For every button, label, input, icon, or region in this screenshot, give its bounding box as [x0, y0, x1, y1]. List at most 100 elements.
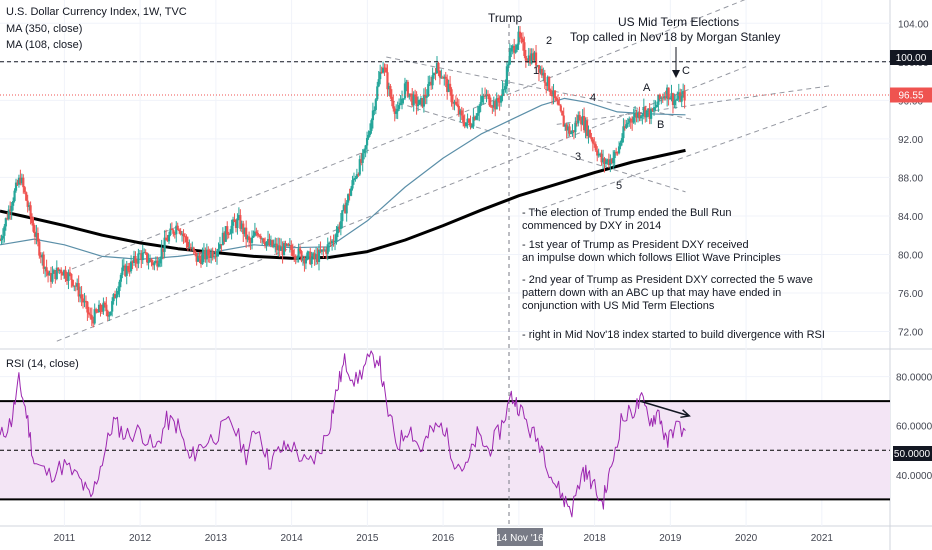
candle-down — [258, 235, 261, 237]
ma108-line — [0, 97, 686, 260]
candle-down — [87, 312, 90, 315]
candle-down — [467, 118, 471, 123]
candle-up — [180, 233, 184, 235]
note-3-line-1: - 2nd year of Trump as President DXY cor… — [522, 274, 813, 286]
candle-down — [214, 256, 217, 258]
candle-up — [363, 149, 366, 154]
wave-2-label: 2 — [546, 35, 552, 47]
candle-up — [111, 301, 114, 312]
candle-down — [9, 209, 12, 212]
candle-down — [242, 223, 245, 235]
candle-down — [534, 52, 538, 66]
candle-down — [424, 94, 427, 98]
channel-upper-line — [71, 0, 746, 270]
candle-up — [188, 246, 191, 248]
candle-down — [303, 257, 306, 264]
axes: 72.0076.0080.0084.0088.0092.0096.00100.0… — [54, 19, 932, 544]
candle-down — [383, 67, 386, 69]
candle-down — [591, 139, 594, 144]
ma350-path — [0, 148, 686, 260]
rsi-tick-label: 80.0000 — [896, 373, 932, 384]
candle-down — [227, 234, 230, 236]
candle-up — [320, 249, 324, 252]
candle-up — [215, 251, 219, 257]
candle-up — [613, 151, 616, 159]
candle-down — [92, 319, 95, 324]
candle-down — [575, 122, 578, 124]
candle-up — [331, 240, 334, 244]
candle-down — [360, 159, 363, 163]
candle-down — [603, 158, 606, 164]
candle-down — [446, 78, 449, 92]
candle-down — [60, 269, 63, 274]
candle-down — [562, 115, 565, 127]
candle-down — [134, 256, 137, 263]
candle-down — [513, 45, 516, 53]
candle-down — [593, 143, 596, 145]
candle-down — [26, 200, 29, 207]
candle-down — [204, 250, 207, 260]
candle-up — [301, 257, 305, 261]
candle-down — [415, 96, 418, 107]
candle-up — [612, 158, 615, 164]
candle-up — [379, 71, 382, 80]
candle-down — [80, 294, 83, 299]
candle-down — [164, 237, 168, 241]
candle-down — [124, 265, 127, 276]
candle-up — [52, 270, 55, 274]
candle-up — [599, 153, 602, 155]
candle-down — [441, 77, 444, 79]
time-cursor-tag-text: 14 Nov '16 — [496, 533, 544, 544]
candle-up — [237, 215, 240, 219]
candle-up — [41, 254, 44, 258]
candle-up — [14, 182, 18, 191]
candle-down — [448, 83, 452, 90]
candle-up — [97, 304, 101, 313]
price-tick-label: 88.00 — [898, 173, 923, 184]
candle-down — [488, 94, 491, 106]
candle-up — [680, 94, 683, 102]
candle-up — [371, 110, 374, 121]
candle-up — [317, 249, 321, 263]
candle-up — [109, 311, 112, 316]
candle-up — [108, 315, 111, 317]
candle-down — [454, 101, 458, 105]
candle-up — [650, 108, 653, 119]
time-tick-label: 2021 — [811, 533, 834, 544]
candle-down — [623, 126, 626, 129]
candle-down — [264, 242, 267, 246]
candle-up — [335, 233, 338, 241]
candle-down — [344, 205, 347, 214]
candle-down — [548, 76, 551, 91]
candle-down — [524, 55, 527, 61]
time-tick-label: 2013 — [205, 533, 228, 544]
price-tick-label: 92.00 — [898, 135, 923, 146]
candle-up — [517, 31, 520, 45]
candle-up — [67, 272, 70, 281]
candle-up — [478, 105, 481, 114]
candle-down — [457, 106, 460, 115]
candle-down — [679, 92, 682, 102]
candle-up — [652, 107, 656, 111]
candle-up — [636, 112, 640, 118]
candle-down — [103, 302, 106, 305]
rsi-50-tag — [893, 446, 932, 461]
candle-up — [639, 116, 643, 119]
candle-up — [647, 108, 650, 111]
candle-up — [197, 255, 200, 262]
candle-up — [633, 112, 637, 118]
candle-down — [68, 272, 72, 274]
last-price-tag-text: 96.55 — [898, 91, 923, 102]
candle-down — [631, 121, 634, 123]
candle-up — [55, 267, 58, 280]
candle-up — [425, 96, 428, 98]
candle-up — [328, 242, 331, 245]
candle-up — [626, 122, 629, 125]
candle-down — [172, 230, 175, 234]
candle-up — [482, 95, 485, 97]
candle-down — [86, 301, 89, 313]
candle-up — [1, 235, 5, 239]
rsi-line — [0, 350, 691, 518]
candle-up — [398, 105, 401, 109]
notes-block: - The election of Trump ended the Bull R… — [522, 207, 825, 341]
